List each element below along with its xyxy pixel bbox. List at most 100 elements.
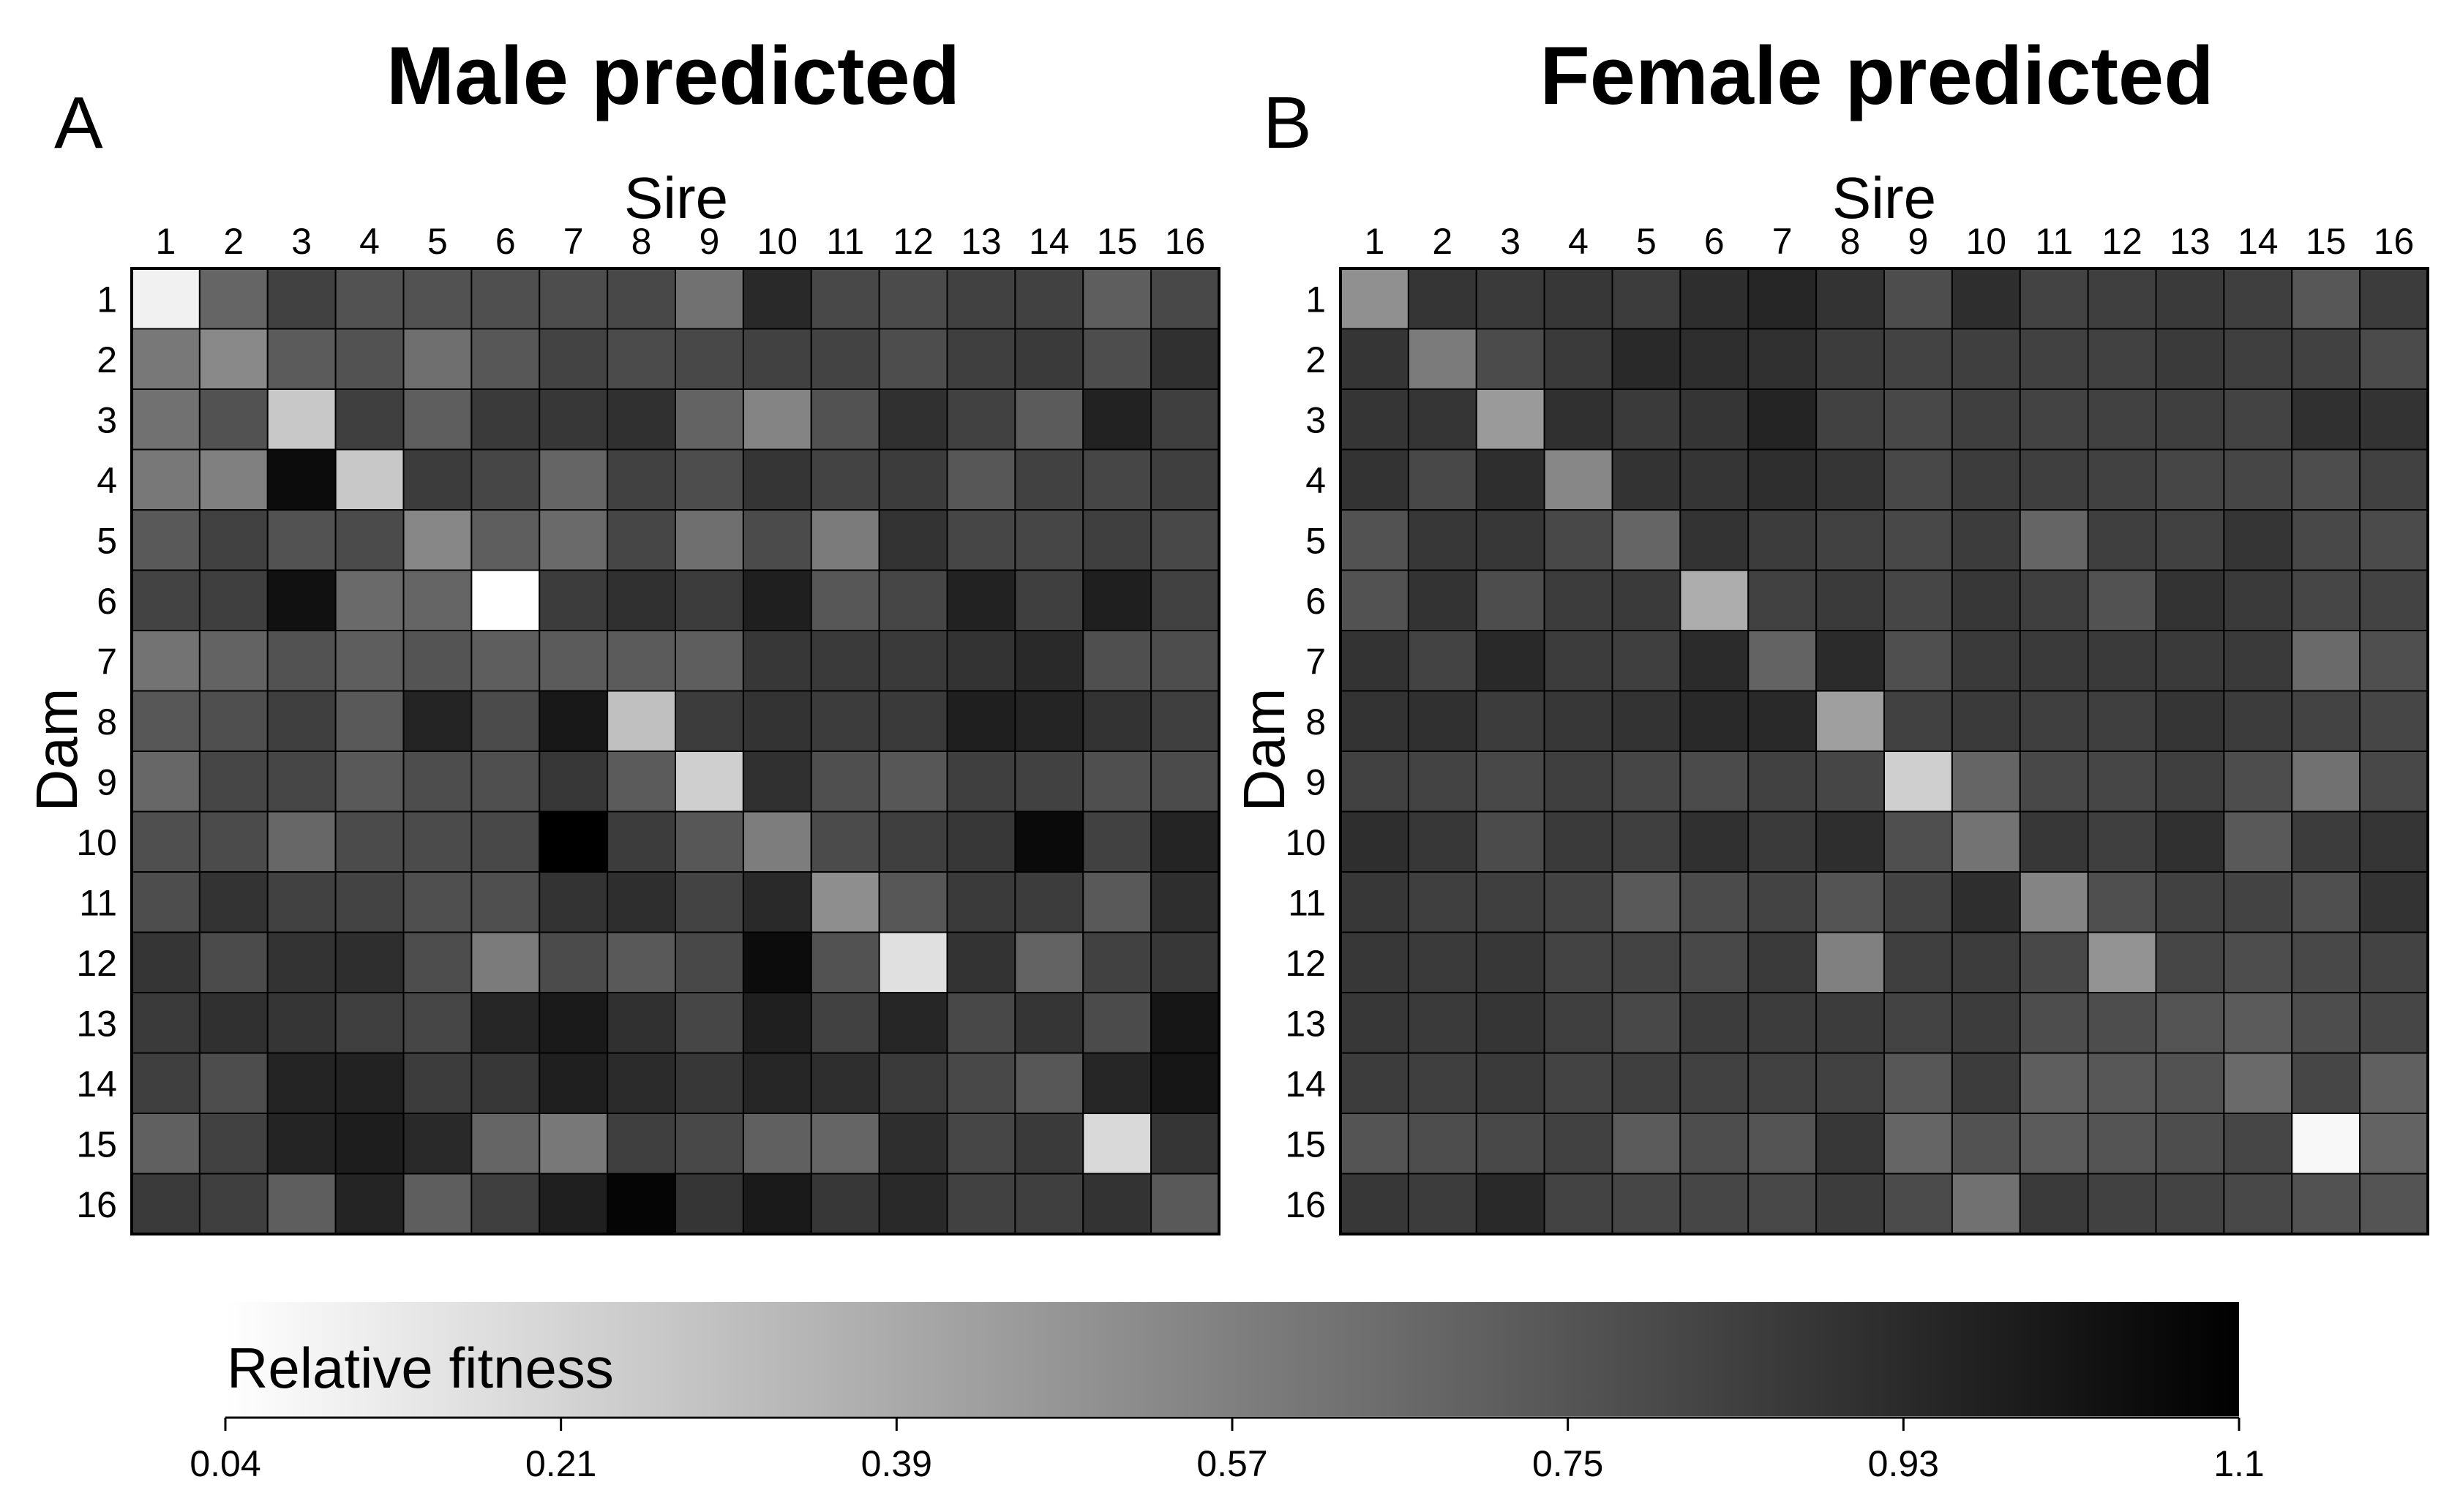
heatmap-cell [2019, 931, 2089, 993]
heatmap-cell [470, 1052, 541, 1114]
heatmap-cell [1475, 448, 1545, 511]
heatmap-cell [2291, 448, 2361, 511]
heatmap-cell [878, 630, 948, 692]
heatmap-cell [1747, 388, 1818, 451]
heatmap-cell [1679, 509, 1750, 571]
y-tick-label: 6 [1305, 581, 1326, 622]
heatmap-cell [607, 810, 677, 873]
heatmap-cell [878, 448, 948, 511]
heatmap-cell [2087, 871, 2157, 933]
heatmap-cell [742, 569, 812, 631]
heatmap-cell [1815, 751, 1886, 813]
heatmap-cell [675, 328, 744, 390]
heatmap-cell [2019, 871, 2089, 933]
heatmap-cell [2223, 448, 2293, 511]
heatmap-cell [470, 509, 541, 571]
heatmap-cell [1475, 569, 1545, 631]
heatmap-cell [1883, 751, 1953, 813]
heatmap-cell [1747, 569, 1818, 631]
heatmap-cell [1951, 388, 2021, 451]
heatmap-cell [1543, 388, 1613, 451]
heatmap-cell [878, 569, 948, 631]
heatmap-cell [539, 1113, 609, 1175]
heatmap-cell [198, 871, 269, 933]
heatmap-cell [878, 328, 948, 390]
heatmap-cell [334, 871, 405, 933]
heatmap-cell [198, 1173, 269, 1235]
x-tick-label: 5 [427, 221, 448, 262]
heatmap-cell [2223, 992, 2293, 1054]
heatmap-cell [1611, 1113, 1681, 1175]
heatmap-cell [198, 448, 269, 511]
heatmap-cell [1340, 1173, 1409, 1235]
heatmap-cell [1014, 509, 1084, 571]
heatmap-cell [2359, 388, 2429, 451]
y-tick-label: 15 [1285, 1124, 1326, 1165]
heatmap-cell [539, 751, 609, 813]
heatmap-cell [1014, 1173, 1084, 1235]
heatmap-cell [742, 630, 812, 692]
heatmap-cell [1815, 569, 1886, 631]
heatmap-cell [1082, 871, 1152, 933]
heatmap-cell [1340, 569, 1409, 631]
y-tick-label: 1 [1305, 279, 1326, 320]
heatmap-cell [742, 328, 812, 390]
heatmap-cell [2223, 630, 2293, 692]
heatmap-cell [810, 810, 880, 873]
heatmap-cell [878, 1113, 948, 1175]
heatmap-cell [2359, 1173, 2429, 1235]
heatmap-cell [1475, 690, 1545, 752]
heatmap-cell [742, 690, 812, 752]
heatmap-cell [1407, 690, 1477, 752]
heatmap-cell [607, 871, 677, 933]
heatmap-cell [1082, 388, 1152, 451]
heatmap-cell [878, 992, 948, 1054]
heatmap-cell [1475, 630, 1545, 692]
heatmap-cell [810, 388, 880, 451]
heatmap-cell [946, 268, 1016, 330]
heatmap-cell [266, 871, 337, 933]
heatmap-cell [742, 388, 812, 451]
y-tick-label: 9 [1305, 761, 1326, 802]
y-tick-label: 15 [76, 1124, 117, 1165]
heatmap-cell [810, 690, 880, 752]
heatmap-cell [1611, 448, 1681, 511]
heatmap-cell [198, 569, 269, 631]
heatmap-cell [1951, 992, 2021, 1054]
heatmap-cell [742, 509, 812, 571]
heatmap-cell [334, 810, 405, 873]
heatmap-cell [1679, 1052, 1750, 1114]
heatmap-cell [2359, 810, 2429, 873]
heatmap-cell [2359, 1113, 2429, 1175]
heatmap-cell [1150, 992, 1220, 1054]
heatmap-cell [1883, 630, 1953, 692]
heatmap-cell [1679, 1173, 1750, 1235]
heatmap-cell [1407, 569, 1477, 631]
heatmap-cell [539, 871, 609, 933]
heatmap-cell [1883, 268, 1953, 330]
heatmap-cell [1951, 1052, 2021, 1114]
heatmap-cell [470, 871, 541, 933]
heatmap-cell [1014, 328, 1084, 390]
x-tick-label: 2 [1432, 221, 1452, 262]
heatmap-cell [1340, 992, 1409, 1054]
heatmap-cell [1475, 871, 1545, 933]
y-tick-label: 16 [1285, 1184, 1326, 1225]
heatmap-cell [334, 630, 405, 692]
heatmap-cell [1082, 509, 1152, 571]
heatmap-cell [266, 509, 337, 571]
heatmap-cell [675, 268, 744, 330]
heatmap-cell [2155, 751, 2225, 813]
heatmap-cell [810, 569, 880, 631]
heatmap-cell [402, 569, 473, 631]
heatmap-cell [946, 448, 1016, 511]
heatmap-cell [470, 630, 541, 692]
heatmap-cell [1014, 690, 1084, 752]
heatmap-cell [2223, 931, 2293, 993]
panel-b-x-ticks: 1 2 3 4 5 6 7 8 9 10 11 12 13 14 15 16 [1365, 221, 2415, 262]
heatmap-cell [2155, 388, 2225, 451]
heatmap-cell [2019, 751, 2089, 813]
heatmap-cell [1475, 268, 1545, 330]
heatmap-cell [131, 268, 200, 330]
heatmap-cell [607, 1173, 677, 1235]
